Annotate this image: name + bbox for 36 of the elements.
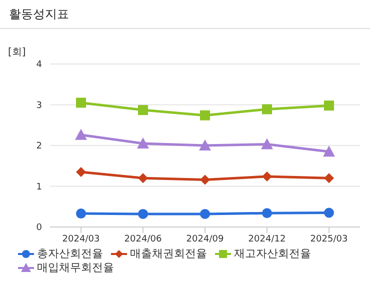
x-tick-label: 2024/09 — [186, 234, 224, 244]
y-axis-title: [회] — [8, 46, 26, 59]
point — [200, 174, 210, 185]
x-tick-label: 2024/06 — [124, 234, 162, 244]
y-tick-label: 1 — [36, 182, 42, 192]
y-tick-label: 4 — [36, 60, 42, 70]
point — [76, 98, 86, 108]
point — [324, 208, 334, 218]
legend-label: 매출채권회전율 — [130, 247, 207, 261]
point — [200, 208, 210, 219]
point — [199, 140, 211, 150]
x-tick-label: 2024/12 — [248, 234, 286, 244]
point — [262, 171, 272, 182]
point — [138, 173, 148, 184]
point — [200, 110, 210, 120]
point — [137, 137, 149, 148]
point — [138, 105, 148, 116]
legend-label: 총자산회전율 — [37, 247, 103, 261]
chart-title: 활동성지표 — [9, 6, 69, 23]
x-tick-label: 2024/03 — [62, 234, 100, 244]
point — [262, 208, 272, 218]
x-tick-label: 2025/03 — [310, 234, 348, 244]
point — [75, 128, 87, 140]
legend-label: 재고자산회전율 — [234, 247, 311, 261]
point — [324, 173, 334, 184]
y-tick-label: 2 — [36, 142, 42, 152]
legend-label: 매입채무회전율 — [37, 261, 114, 275]
point — [262, 104, 272, 114]
point — [261, 138, 273, 150]
point — [324, 100, 334, 111]
y-tick-label: 0 — [36, 223, 42, 234]
point — [138, 208, 148, 219]
point — [323, 146, 335, 157]
point — [76, 166, 86, 177]
point — [76, 208, 86, 219]
y-tick-label: 3 — [36, 100, 42, 111]
